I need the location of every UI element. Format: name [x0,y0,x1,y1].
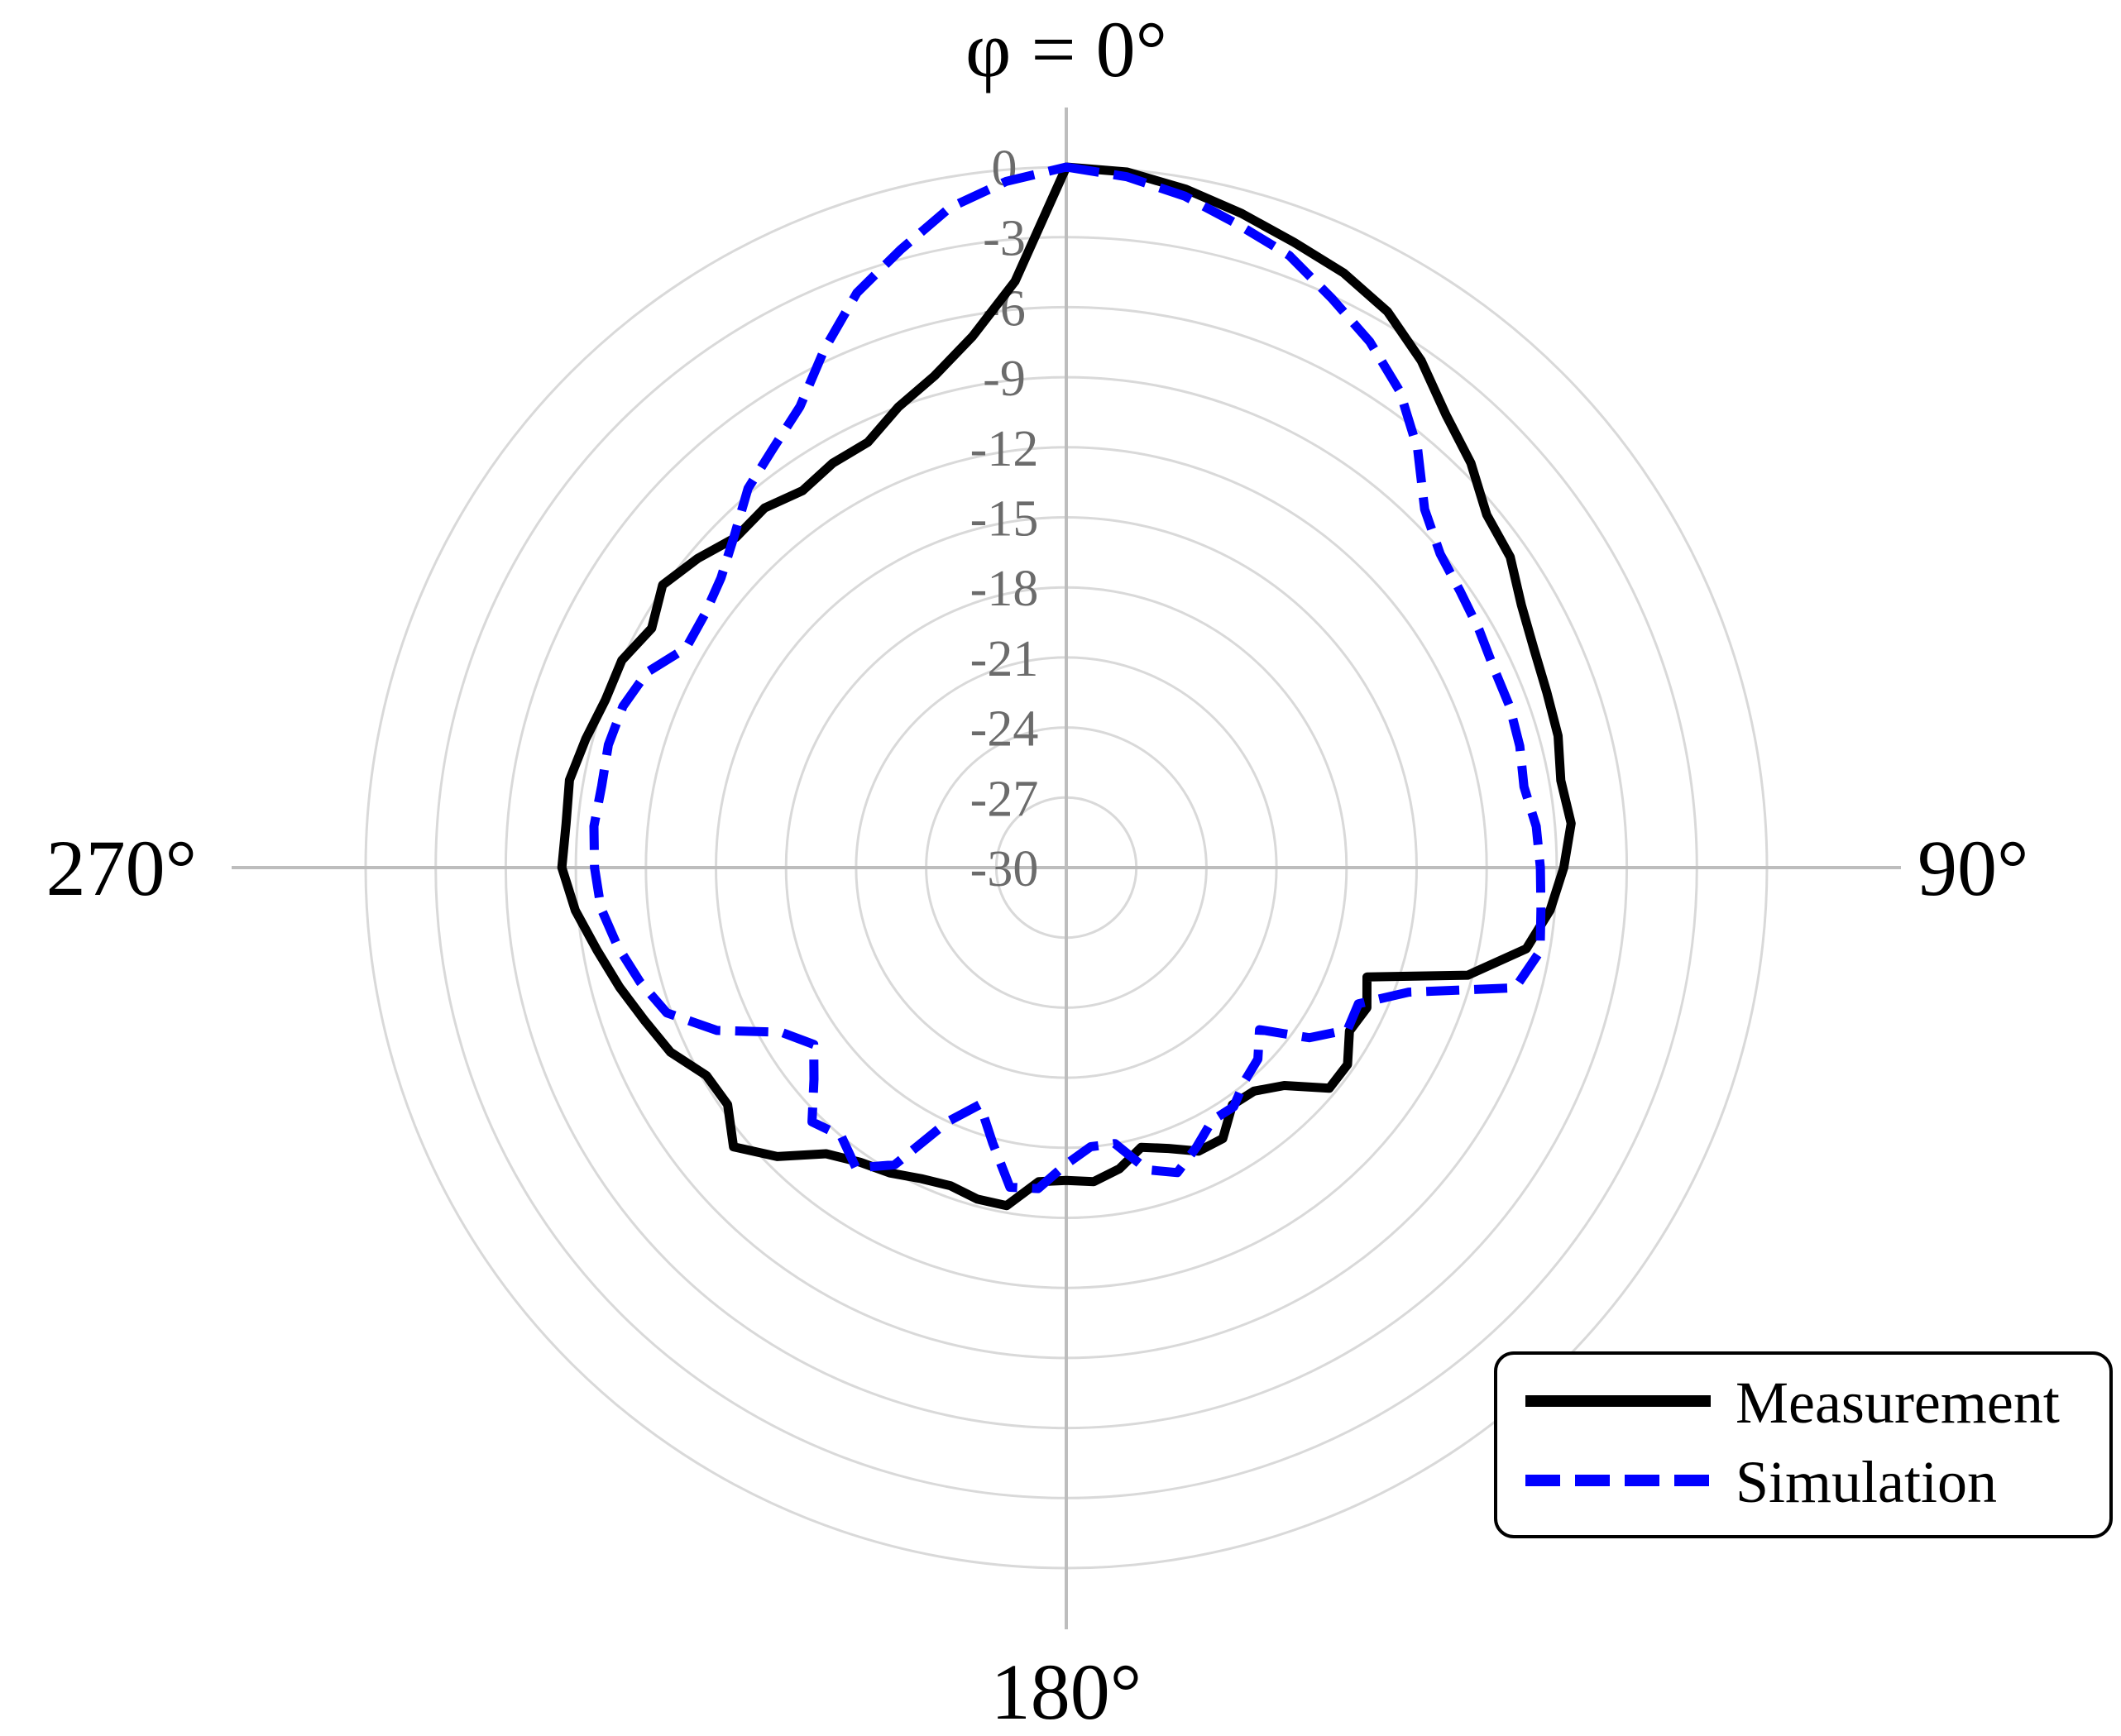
angle-label-90: 90° [1918,824,2028,912]
radial-tick-label: -15 [970,491,1039,548]
radial-tick-label: 0 [992,141,1017,197]
radial-tick-label: -27 [970,771,1039,827]
legend-label-simulation: Simulation [1736,1449,1997,1515]
legend-label-measurement: Measurement [1736,1370,2060,1436]
series-layer [557,162,1576,1211]
angle-label-0: φ = 0° [965,5,1167,93]
radial-tick-label: -24 [970,701,1039,758]
legend: Measurement Simulation [1494,1351,2113,1538]
angle-label-270: 270° [46,824,197,912]
radial-tick-label: -9 [983,351,1026,407]
series-line-measurement [557,162,1576,1211]
radial-tick-label: -18 [970,561,1039,617]
radial-tick-label: -21 [970,631,1039,687]
radial-tick-label: -30 [970,841,1039,897]
series-line-simulation [589,162,1546,1193]
radial-ticks: 0-3-6-9-12-15-18-21-24-27-30 [970,141,1039,897]
radial-tick-label: -12 [970,421,1039,477]
axes [232,108,1901,1629]
angle-label-180: 180° [991,1648,1142,1736]
radial-tick-label: -3 [983,211,1026,267]
